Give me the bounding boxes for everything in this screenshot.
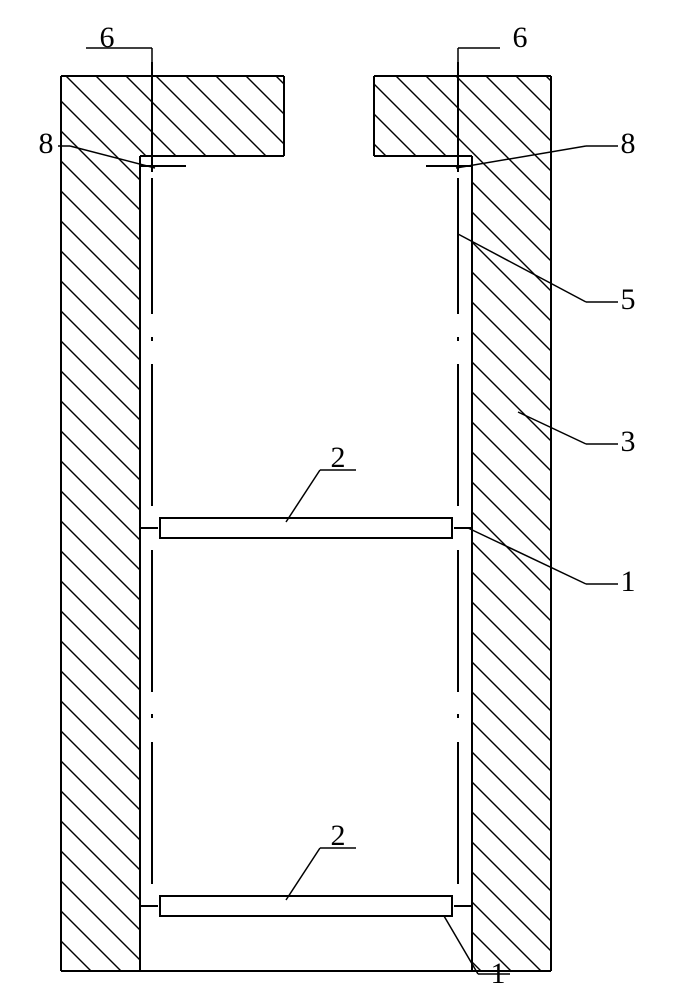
callout-8-right: 8 [621, 127, 636, 161]
engineering-diagram [0, 0, 699, 1000]
callout-2-b: 2 [331, 819, 346, 853]
callout-1-a: 1 [621, 565, 636, 599]
callout-2-a: 2 [331, 441, 346, 475]
callout-5: 5 [621, 283, 636, 317]
callout-8-left: 8 [39, 127, 54, 161]
callout-6-right: 6 [513, 21, 528, 55]
callout-1-b: 1 [491, 957, 506, 991]
callout-3: 3 [621, 425, 636, 459]
callout-6-left: 6 [100, 21, 115, 55]
